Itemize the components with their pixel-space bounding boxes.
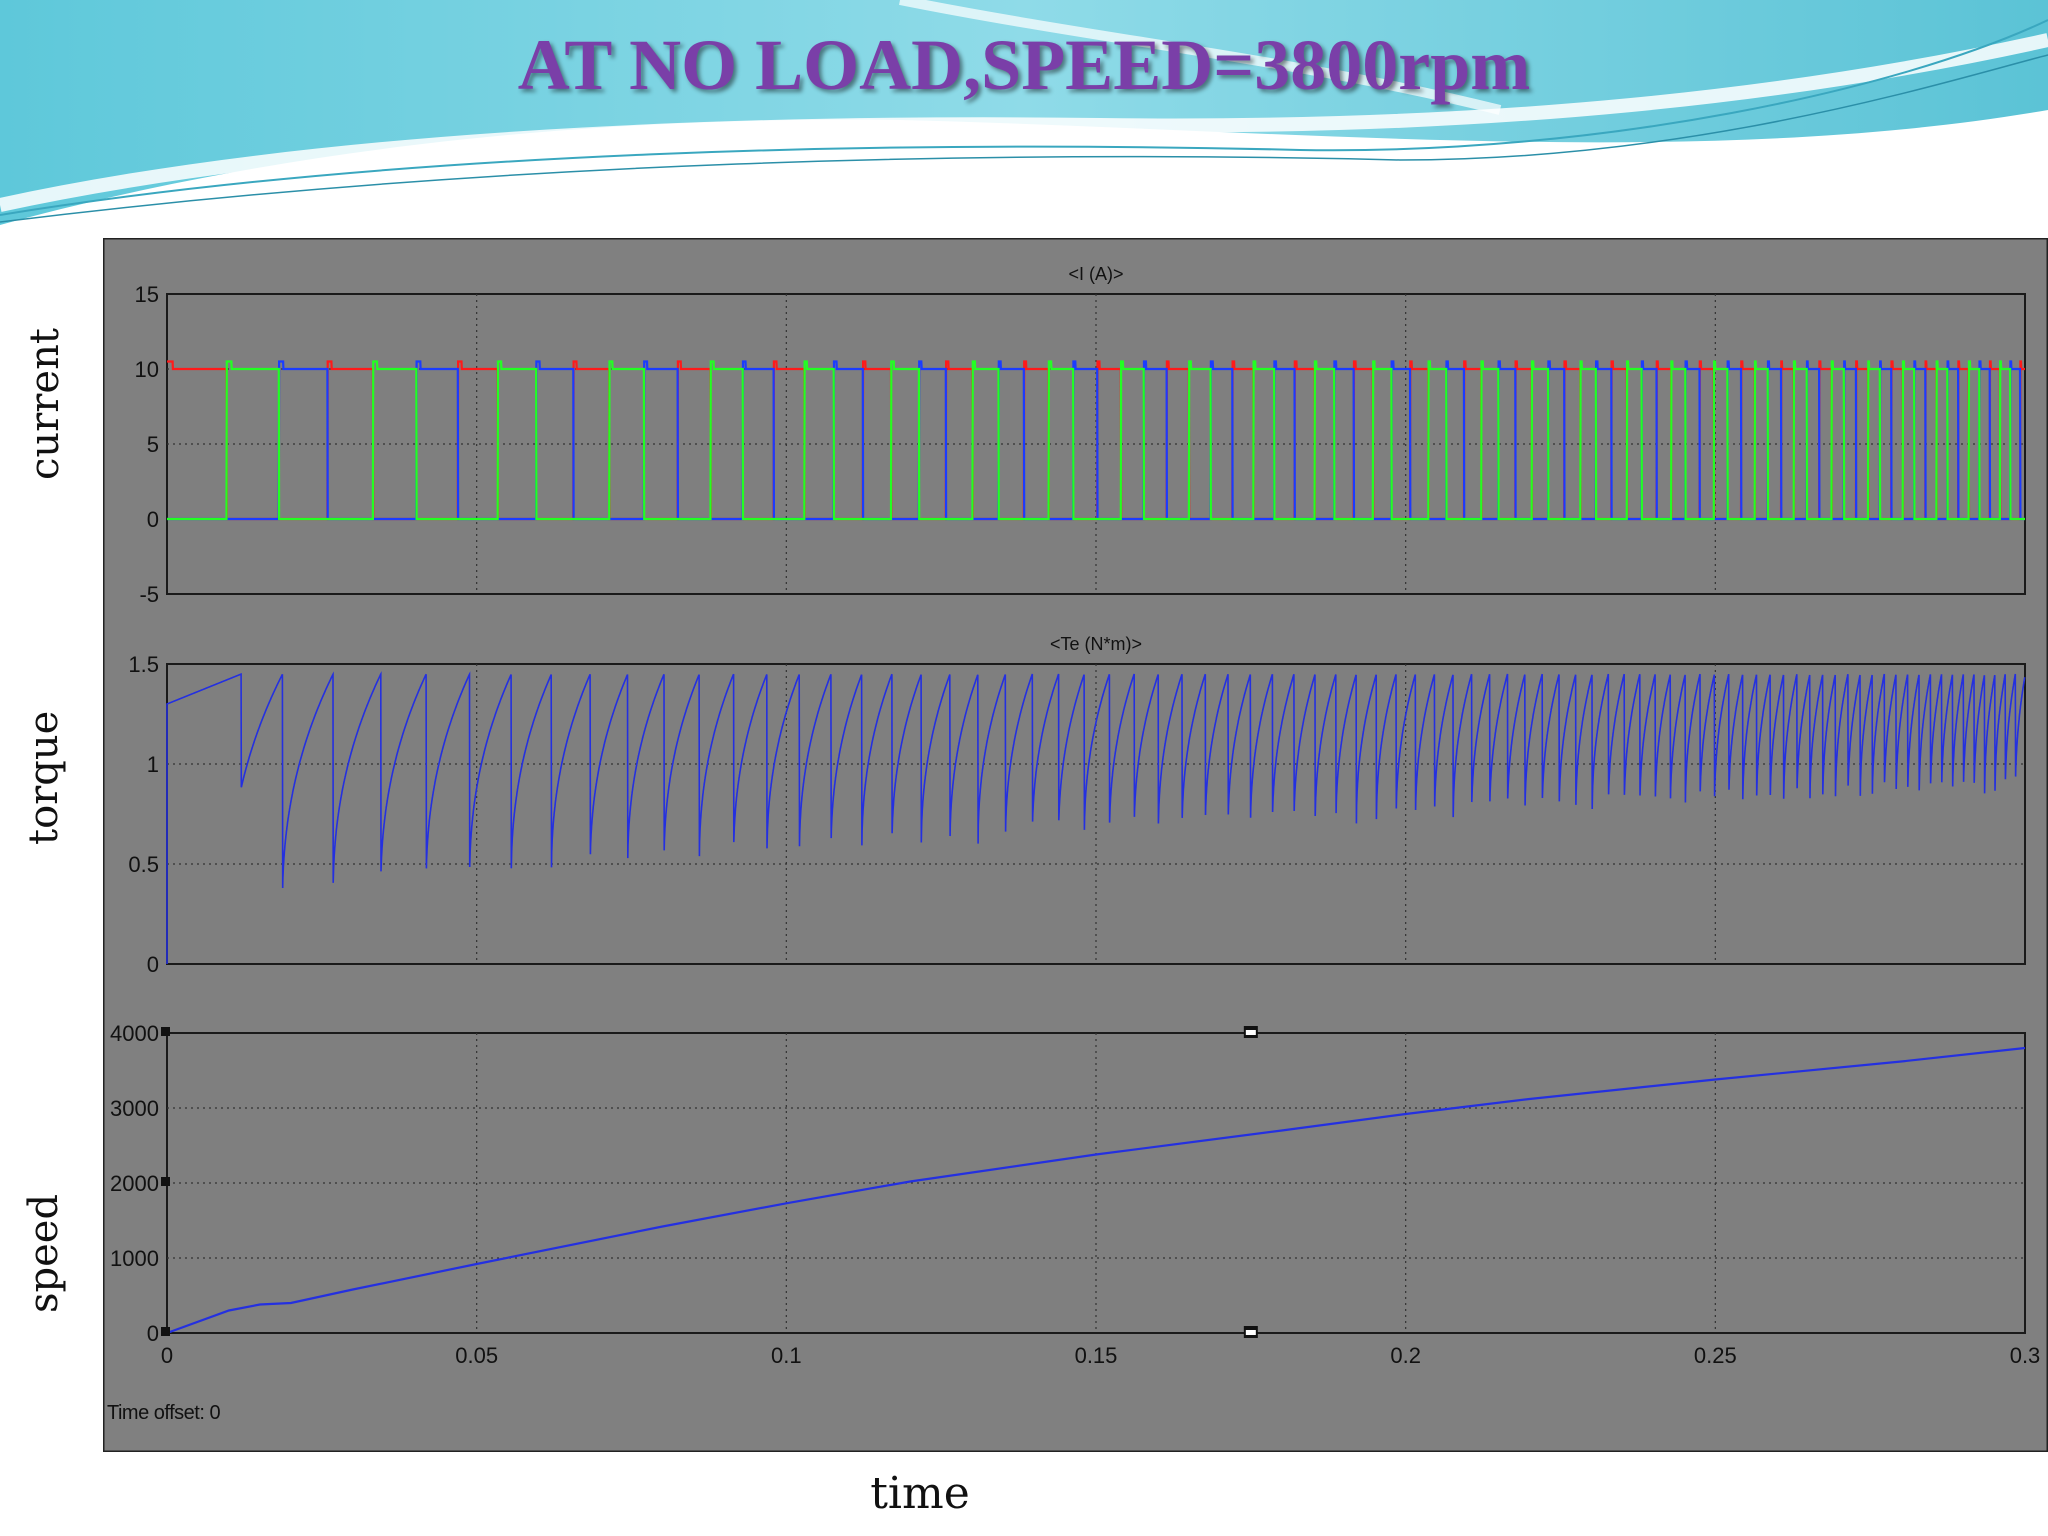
scope-display: 15 10 5 0 -5 <I (A)> 1.5 1 0.5 0 <Te (N*m)> 4000 300… [103,238,2048,1452]
x-tick-label: 0.1 [771,1343,802,1368]
cursor-marker-inner [1245,1330,1256,1335]
torque-axis-label: torque [21,710,67,845]
x-tick-label: 0.15 [1075,1343,1118,1368]
x-tick-label: 0 [161,1343,173,1368]
y-tick-label: 0 [147,507,159,532]
current-series-3 [167,360,2025,521]
y-tick-label: 0.5 [128,852,159,877]
torque-series [166,671,2026,964]
y-tick-label: 15 [135,282,159,307]
speed-axis-label: speed [21,1193,67,1313]
y-tick-label: 1.5 [128,652,159,677]
y-tick-label: 3000 [110,1096,159,1121]
y-tick-label: 1 [147,752,159,777]
y-tick-label: 1000 [110,1246,159,1271]
chart-panel-2: 1.5 1 0.5 0 <Te (N*m)> [128,634,2026,977]
scope-marker [161,1327,170,1336]
x-tick-label: 0.2 [1390,1343,1421,1368]
current-axis-label: current [22,328,68,480]
scope-marker [161,1027,170,1036]
y-tick-label: 5 [147,432,159,457]
y-tick-label: 2000 [110,1171,159,1196]
chart-panel-3: 4000 3000 2000 1000 00 0.05 0.1 0.15 0.2 0.25 0.3 [110,1021,2040,1368]
time-axis-label: time [870,1468,970,1519]
time-offset-value: 0 [209,1402,221,1424]
x-tick-label: 0.25 [1694,1343,1737,1368]
panel-title: <I (A)> [1068,264,1123,284]
cursor-marker-inner [1245,1030,1256,1035]
slide-title: AT NO LOAD,SPEED=3800rpm [517,25,1531,105]
y-tick-label: 4000 [110,1021,159,1046]
scope-marker [161,1177,170,1186]
time-offset: Time offset: 0 [107,1402,221,1425]
chart-panel-1: 15 10 5 0 -5 <I (A)> [135,264,2026,607]
speed-series [166,1046,2026,1335]
x-tick-label: 0.05 [455,1343,498,1368]
x-tick-label: 0.3 [2010,1343,2041,1368]
y-tick-label: 0 [147,952,159,977]
panel-title: <Te (N*m)> [1050,634,1142,654]
y-tick-label: 10 [135,357,159,382]
time-offset-label: Time offset: [107,1402,205,1424]
y-tick-label: -5 [139,582,159,607]
y-tick-label: 0 [147,1321,159,1346]
